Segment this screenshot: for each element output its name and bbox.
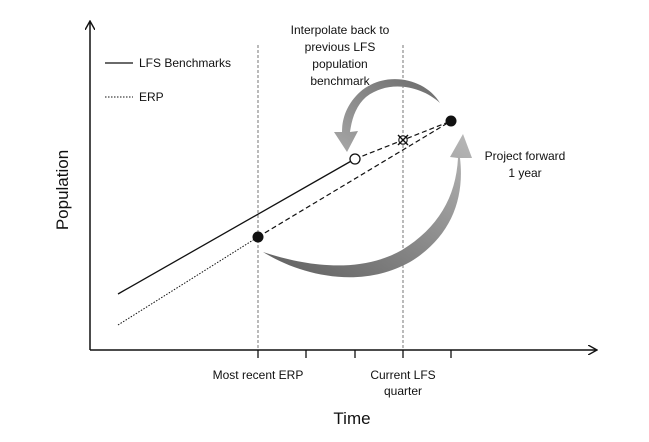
erp-point-most-recent	[252, 231, 264, 243]
x-tick-label-quarter: quarter	[384, 384, 422, 398]
series-lines	[117, 120, 452, 326]
interpolate-back-arrow	[334, 79, 440, 152]
points	[252, 115, 457, 243]
erp-line	[117, 236, 259, 326]
interpolate-annotation-line: Interpolate back to	[291, 23, 390, 37]
interpolate-annotation-line: previous LFS	[305, 40, 376, 54]
interpolate-annotation-line: population	[312, 57, 367, 71]
x-axis-label: Time	[333, 409, 370, 428]
project-annotation-line: 1 year	[508, 166, 541, 180]
x-mark-icon	[397, 134, 409, 146]
lfs-benchmark-line	[117, 159, 354, 295]
erp-projection-line	[257, 120, 452, 238]
interpolate-annotation-line: benchmark	[310, 74, 370, 88]
lfs-benchmark-open-point	[349, 153, 361, 165]
curved-arrows	[263, 79, 472, 278]
y-axis-label: Population	[53, 150, 72, 230]
project-forward-arrow	[263, 134, 472, 278]
project-annotation-line: Project forward	[485, 149, 566, 163]
interpolate-annotation: Interpolate back to previous LFS populat…	[291, 23, 390, 88]
legend-erp-label: ERP	[139, 90, 164, 104]
legend-lfs-label: LFS Benchmarks	[139, 56, 231, 70]
projected-erp-point	[445, 115, 457, 127]
x-tick-marks	[257, 350, 452, 358]
guide-lines	[257, 45, 404, 350]
x-tick-label-most-recent-erp: Most recent ERP	[213, 368, 304, 382]
axes	[90, 22, 596, 350]
x-tick-label-current-lfs: Current LFS	[370, 368, 435, 382]
legend: LFS Benchmarks ERP	[105, 56, 231, 104]
project-annotation: Project forward 1 year	[485, 149, 566, 180]
